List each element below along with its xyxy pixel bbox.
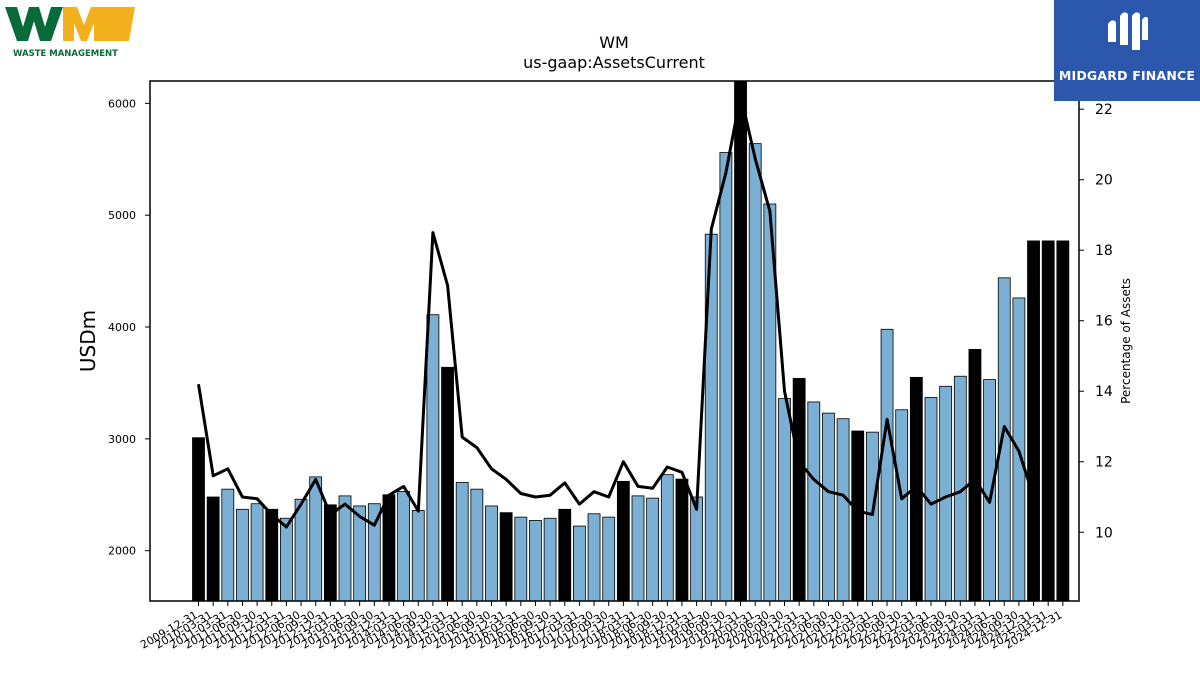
y2-tick-label-14: 14	[1095, 384, 1113, 400]
bar-2013-03-31	[382, 494, 396, 602]
y2-tick-label-16: 16	[1095, 314, 1113, 330]
y-tick-label-2000: 2000	[108, 545, 136, 558]
bar-2011-12-31	[309, 476, 323, 602]
bar-2016-06-30	[573, 525, 586, 602]
y2-tick-label-22: 22	[1095, 102, 1113, 118]
bar-2013-12-31	[426, 314, 440, 602]
bar-2020-09-30	[822, 412, 835, 602]
bar-2014-03-31	[441, 366, 454, 602]
bar-2015-03-31	[499, 512, 513, 602]
y2-tick-label-18: 18	[1095, 243, 1113, 259]
bar-2020-06-30	[807, 401, 821, 602]
bar-2017-09-30	[646, 497, 660, 602]
bar-2019-06-30	[748, 143, 762, 602]
bar-2014-09-30	[470, 488, 484, 602]
bar-2018-12-31	[719, 152, 733, 602]
bar-2020-03-31	[792, 378, 806, 602]
bar-2018-03-31	[675, 478, 689, 602]
bar-2015-06-30	[514, 516, 528, 602]
y2-axis-label: Percentage of Assets	[1119, 278, 1133, 404]
bar-2024-03-31	[1027, 240, 1040, 602]
bar-2024-06-30	[1041, 240, 1055, 602]
percentage-line	[197, 93, 1036, 529]
bar-2016-03-31	[558, 508, 572, 602]
y-tick-label-4000: 4000	[108, 321, 136, 334]
bar-2010-06-30	[221, 488, 235, 602]
bar-2010-03-31	[206, 496, 220, 602]
y-tick-label-3000: 3000	[108, 433, 136, 446]
bar-2015-09-30	[529, 520, 542, 602]
bar-2013-06-30	[397, 491, 411, 602]
y2-tick-label-20: 20	[1095, 173, 1113, 189]
y2-tick-label-10: 10	[1095, 525, 1113, 541]
chart-subtitle: us-gaap:AssetsCurrent	[523, 53, 705, 72]
bar-2017-03-31	[616, 480, 630, 602]
bar-2021-03-31	[851, 430, 865, 602]
bar-2012-03-31	[323, 504, 337, 602]
y-axis-label: USDm	[76, 310, 100, 372]
y-axis: 2000 3000 4000 5000 6000	[108, 97, 150, 558]
plot-frame	[149, 80, 1080, 602]
bar-2014-12-31	[485, 505, 498, 602]
wm-logo-icon	[5, 7, 135, 41]
bar-2013-09-30	[411, 510, 425, 602]
bar-2023-03-31	[968, 348, 982, 602]
wm-logo-text: WASTE MANAGEMENT	[13, 49, 118, 59]
midgard-logo-text: MIDGARD FINANCE	[1058, 68, 1196, 83]
bar-2023-09-30	[997, 277, 1011, 602]
bar-2021-06-30	[866, 431, 879, 602]
bars-group	[192, 80, 1070, 602]
bar-2024-12-31	[1056, 240, 1070, 602]
bar-2009-12-31	[192, 437, 205, 602]
chart-title: WM	[599, 33, 629, 52]
bar-2011-09-30	[294, 498, 308, 602]
bar-2019-03-31	[734, 80, 747, 602]
y2-axis: 10 12 14 16 18 20 22	[1079, 102, 1113, 541]
bar-2011-06-30	[279, 517, 293, 602]
bar-2016-09-30	[587, 513, 601, 602]
midgard-finance-logo: MIDGARD FINANCE	[1054, 0, 1200, 101]
bar-2022-09-30	[939, 385, 953, 602]
bar-2021-09-30	[880, 328, 894, 602]
bar-2016-12-31	[602, 516, 616, 602]
x-axis: 2009-12-312010-03-312011-03-312011-06-30…	[138, 601, 1064, 652]
bar-2012-06-30	[338, 495, 352, 602]
midgard-logo-icon	[1108, 12, 1148, 50]
line-group	[197, 93, 1036, 529]
y2-tick-label-12: 12	[1095, 455, 1113, 471]
bar-2020-12-31	[836, 418, 850, 602]
y-tick-label-6000: 6000	[108, 97, 136, 110]
bar-2018-06-30	[690, 496, 703, 602]
waste-management-logo: WASTE MANAGEMENT	[5, 5, 137, 59]
y-tick-label-5000: 5000	[108, 209, 136, 222]
bar-2023-06-30	[983, 379, 996, 602]
bar-2014-06-30	[455, 482, 469, 602]
bar-2021-12-31	[895, 409, 909, 602]
bar-2011-03-31	[265, 508, 279, 602]
bar-2019-12-31	[778, 398, 791, 602]
bar-2010-12-31	[250, 503, 264, 602]
bar-2017-06-30	[631, 495, 645, 602]
bar-2015-12-31	[543, 517, 557, 602]
bar-2010-09-30	[236, 508, 249, 602]
bar-2017-12-31	[660, 474, 674, 602]
